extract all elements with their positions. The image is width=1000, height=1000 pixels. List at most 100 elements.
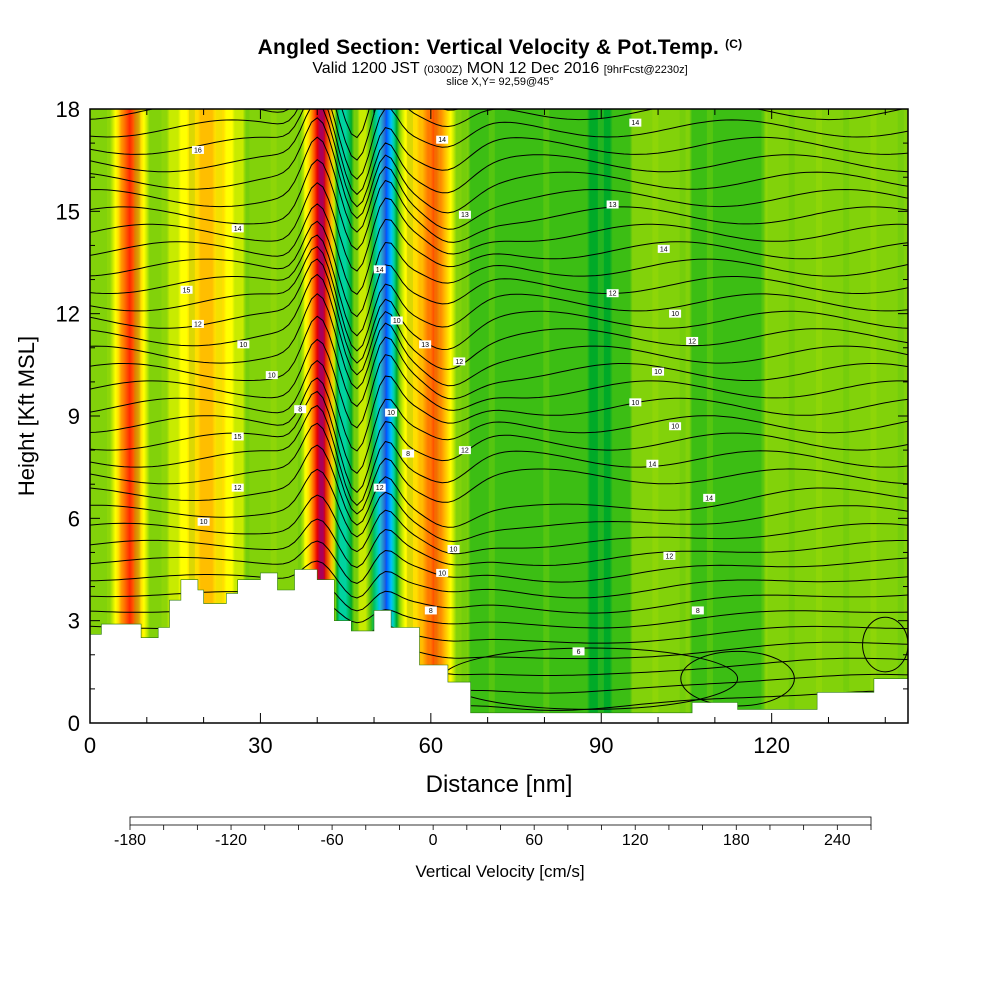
contour-label-text: 12: [688, 338, 696, 345]
contour-label-bg: [646, 459, 659, 468]
theta-contour: [90, 390, 908, 494]
contour-label-bg: [629, 398, 642, 407]
contour-label-text: 10: [671, 424, 679, 431]
theta-contour: [90, 377, 908, 474]
contour-label: 6: [572, 647, 585, 656]
theta-contour: [90, 404, 908, 507]
theta-contour: [90, 182, 908, 272]
copyright-mark: (C): [725, 37, 743, 51]
contour-label-bg: [686, 336, 699, 345]
contour-label-bg: [691, 606, 704, 615]
contour-label-text: 14: [631, 120, 639, 127]
contour-label: 14: [373, 265, 386, 274]
colorbar-tick-label: 60: [525, 832, 543, 849]
velocity-streak: [406, 109, 413, 723]
contour-label: 12: [686, 336, 699, 345]
y-tick-label: 9: [68, 404, 80, 429]
velocity-streak: [625, 109, 632, 723]
terrain-outline: [90, 569, 908, 714]
contour-label: 12: [373, 483, 386, 492]
contour-label-bg: [191, 319, 204, 328]
y-axis: 0 3 6 9 12 15 18: [56, 97, 908, 736]
contour-label-text: 8: [696, 608, 700, 615]
contour-label: 8: [294, 405, 307, 414]
contour-label-text: 13: [461, 212, 469, 219]
contour-label: 10: [669, 422, 682, 431]
contour-label-bg: [373, 265, 386, 274]
colorbar: -180 -120 -60 0 60 120 180 240: [114, 816, 872, 849]
contour-label-bg: [390, 316, 403, 325]
theta-contour: [90, 444, 908, 528]
theta-contour: [90, 109, 908, 196]
contour-label: 12: [191, 319, 204, 328]
contour-label-bg: [191, 145, 204, 154]
contour-label: 12: [231, 483, 244, 492]
x-tick-label: 60: [419, 733, 443, 758]
contour-label-text: 16: [194, 147, 202, 154]
contour-label-text: 14: [648, 461, 656, 468]
contour-label-text: 8: [298, 407, 302, 414]
theta-contour: [90, 560, 908, 599]
contour-label-bg: [663, 551, 676, 560]
y-tick-label: 12: [56, 302, 80, 327]
theta-contour: [90, 136, 908, 233]
contour-label: 14: [703, 493, 716, 502]
contour-label-bg: [447, 545, 460, 554]
contour-label: 10: [237, 340, 250, 349]
theta-contour: [90, 245, 908, 352]
contour-label-text: 10: [450, 547, 458, 554]
x-tick-label: 90: [589, 733, 613, 758]
valid-time-line: Valid 1200 JST (0300Z) MON 12 Dec 2016 […: [312, 60, 688, 77]
velocity-streak: [161, 109, 168, 723]
contour-label-bg: [419, 340, 432, 349]
contour-label: 14: [231, 224, 244, 233]
contour-label: 15: [180, 285, 193, 294]
contour-label-bg: [373, 483, 386, 492]
contour-label: 14: [436, 135, 449, 144]
theta-contour: [90, 540, 908, 584]
x-tick-label: 0: [84, 733, 96, 758]
contour-label-bg: [231, 483, 244, 492]
x-tick-label: 120: [753, 733, 790, 758]
contour-label-bg: [385, 408, 398, 417]
contour-label-text: 8: [406, 451, 410, 458]
contour-label-bg: [231, 432, 244, 441]
contour-label-bg: [436, 135, 449, 144]
contour-label-bg: [629, 118, 642, 127]
contour-label-text: 10: [239, 342, 247, 349]
contour-label-bg: [294, 405, 307, 414]
theta-contour: [90, 338, 908, 429]
contour-label: 8: [424, 606, 437, 615]
theta-contour: [90, 258, 908, 364]
contour-label-text: 14: [705, 495, 713, 502]
contour-label-text: 14: [376, 267, 384, 274]
velocity-streak: [815, 109, 822, 723]
contour-label: 10: [197, 517, 210, 526]
contour-label: 13: [419, 340, 432, 349]
contour-label-bg: [458, 210, 471, 219]
contour-label-bg: [606, 200, 619, 209]
chart-title: Angled Section: Vertical Velocity & Pot.…: [257, 36, 743, 59]
theta-contour: [90, 109, 908, 208]
colorbar-frame: [129, 816, 872, 826]
contour-label-text: 13: [609, 202, 617, 209]
velocity-streak: [843, 109, 850, 723]
y-tick-label: 3: [68, 609, 80, 634]
theta-contour: [90, 117, 908, 220]
contour-label: 12: [606, 289, 619, 298]
contour-label-bg: [453, 357, 466, 366]
theta-contour: [90, 293, 908, 390]
contour-label-text: 10: [631, 400, 639, 407]
contour-label-bg: [424, 606, 437, 615]
velocity-streak: [243, 109, 250, 723]
y-tick-label: 0: [68, 711, 80, 736]
contour-label-text: 10: [671, 311, 679, 318]
contour-label: 14: [646, 459, 659, 468]
theta-contour: [90, 158, 908, 251]
theta-contour: [90, 220, 908, 318]
velocity-streak: [870, 109, 877, 723]
y-tick-label: 15: [56, 199, 80, 224]
x-axis-label: Distance [nm]: [426, 771, 573, 798]
velocity-streak: [734, 109, 741, 723]
contour-label-text: 12: [609, 291, 617, 298]
